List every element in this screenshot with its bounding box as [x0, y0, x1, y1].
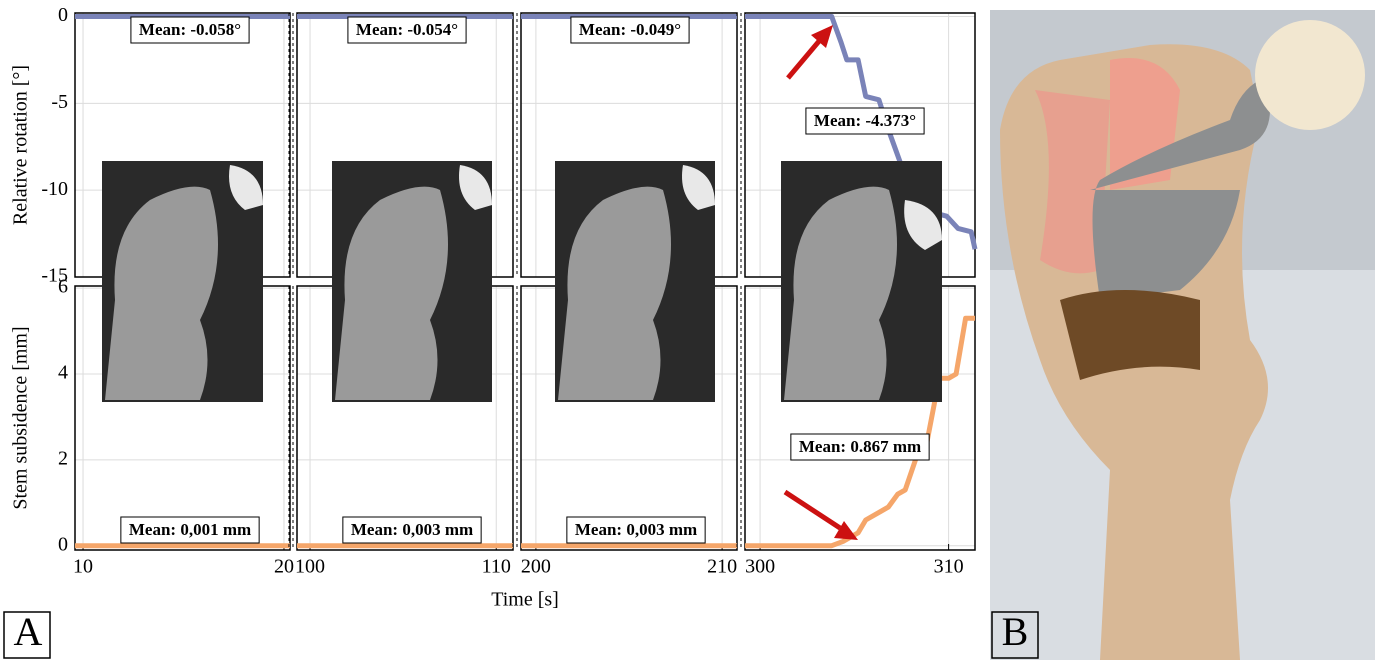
annotation: Mean: -4.373° [814, 111, 916, 130]
y-tick-label: -10 [41, 178, 68, 200]
y-tick-label: 6 [58, 276, 68, 298]
y-tick-label: 4 [58, 362, 68, 384]
annotation: Mean: -0.058° [139, 20, 241, 39]
x-tick-label: 100 [295, 556, 325, 578]
y-tick-label: -15 [41, 265, 68, 287]
x-tick-label: 200 [521, 556, 551, 578]
annotation: Mean: 0.867 mm [799, 437, 921, 456]
x-tick-label: 300 [745, 556, 775, 578]
annotation: Mean: -0.054° [356, 20, 458, 39]
arrows [783, 25, 858, 540]
panel-label: A [14, 609, 43, 654]
y-tick-label: 2 [58, 447, 68, 469]
x-tick-label: 210 [707, 556, 737, 578]
annotation: Mean: 0,003 mm [351, 520, 473, 539]
x-tick-label: 110 [482, 556, 511, 578]
annotation-box [342, 516, 482, 544]
charts: 0 -5 -10 -15 Relative rotation [°] Mean: -0.0… [10, 4, 978, 611]
x-axis-label: Time [s] [491, 589, 559, 611]
annotation-box [566, 516, 706, 544]
annotation-box [120, 516, 260, 544]
x-tick-label: 10 [73, 556, 93, 578]
panel-frame [3, 611, 51, 659]
y-tick-label: -5 [51, 91, 68, 113]
panel-label: B [1002, 609, 1029, 654]
annotation-box [570, 16, 690, 44]
inset-photos [102, 161, 942, 402]
annotation-box [130, 16, 250, 44]
y-tick-label: 0 [58, 4, 68, 26]
x-tick-label: 20 [274, 556, 294, 578]
photo-b [990, 10, 1375, 660]
annotation: Mean: 0,003 mm [575, 520, 697, 539]
annotation: Mean: 0,001 mm [129, 520, 251, 539]
y-axis-label: Stem subsidence [mm] [10, 326, 32, 509]
y-tick-label: 0 [58, 533, 68, 555]
annotation-box [805, 107, 925, 135]
annotation: Mean: -0.049° [579, 20, 681, 39]
data-line [745, 14, 978, 250]
y-axis-label: Relative rotation [°] [10, 65, 32, 225]
annotation-box [790, 433, 930, 461]
x-tick-label: 310 [934, 556, 964, 578]
annotation-box [347, 16, 467, 44]
panel-frame [991, 611, 1039, 659]
